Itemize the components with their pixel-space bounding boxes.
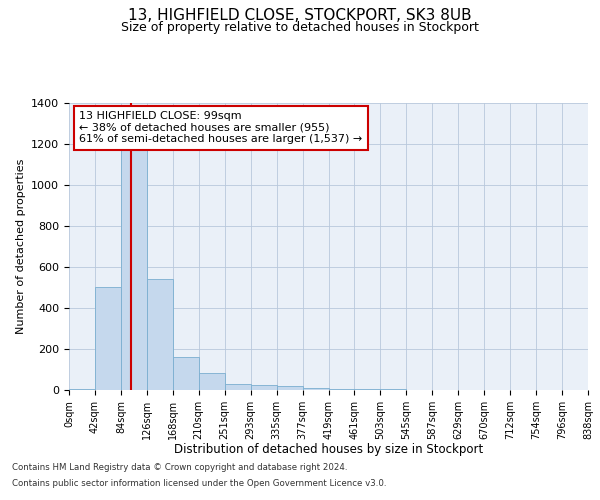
Bar <box>173 357 199 390</box>
Text: Contains public sector information licensed under the Open Government Licence v3: Contains public sector information licen… <box>12 478 386 488</box>
Bar <box>95 288 121 390</box>
Bar <box>225 384 251 390</box>
Bar <box>302 388 329 390</box>
Bar <box>355 389 380 390</box>
Bar <box>147 279 173 390</box>
Bar <box>121 134 147 390</box>
Bar <box>380 389 406 390</box>
Y-axis label: Number of detached properties: Number of detached properties <box>16 158 26 334</box>
Text: Size of property relative to detached houses in Stockport: Size of property relative to detached ho… <box>121 21 479 34</box>
Bar <box>329 389 355 390</box>
Bar <box>69 389 95 390</box>
Text: Distribution of detached houses by size in Stockport: Distribution of detached houses by size … <box>174 442 484 456</box>
Text: 13 HIGHFIELD CLOSE: 99sqm
← 38% of detached houses are smaller (955)
61% of semi: 13 HIGHFIELD CLOSE: 99sqm ← 38% of detac… <box>79 111 362 144</box>
Bar <box>199 372 224 390</box>
Bar <box>277 386 302 390</box>
Text: 13, HIGHFIELD CLOSE, STOCKPORT, SK3 8UB: 13, HIGHFIELD CLOSE, STOCKPORT, SK3 8UB <box>128 8 472 22</box>
Bar <box>251 385 277 390</box>
Text: Contains HM Land Registry data © Crown copyright and database right 2024.: Contains HM Land Registry data © Crown c… <box>12 464 347 472</box>
